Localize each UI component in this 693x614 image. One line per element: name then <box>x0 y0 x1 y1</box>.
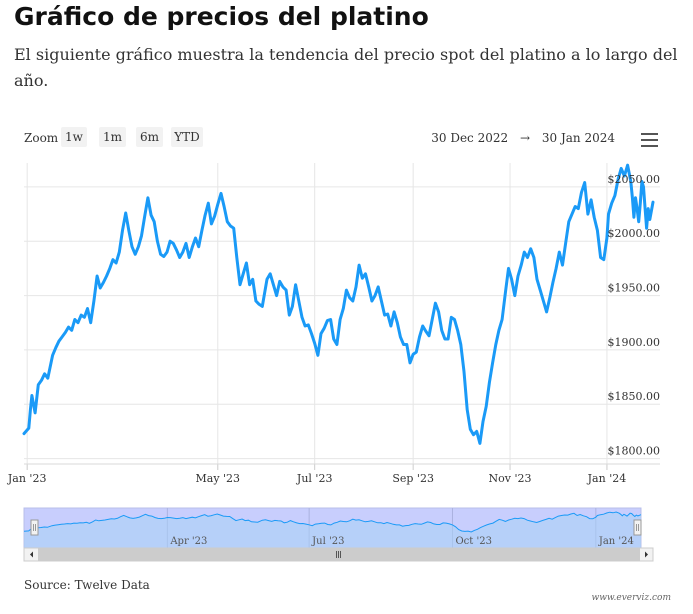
zoom-1m-button[interactable]: 1m <box>99 127 126 147</box>
navigator-selected-range[interactable] <box>23 507 642 549</box>
source-note: Source: Twelve Data <box>24 578 150 592</box>
navigator-scrollbar[interactable] <box>23 547 654 562</box>
navigator-right-handle[interactable] <box>633 519 642 536</box>
navigator-tick-label: Jan '24 <box>598 536 634 547</box>
x-tick-label: Jan '23 <box>7 472 47 485</box>
y-tick-label: $1950.00 <box>608 282 661 295</box>
navigator-tick-label: Jul '23 <box>311 536 344 547</box>
scrollbar-thumb[interactable] <box>38 548 640 561</box>
y-tick-label: $1900.00 <box>608 336 661 349</box>
navigator-tick-label: Oct '23 <box>455 536 491 547</box>
y-axis-labels: $1800.00 $1850.00 $1900.00 $1950.00 $2000.00… <box>608 173 661 458</box>
y-tick-label: $1850.00 <box>608 390 661 403</box>
navigator-axis-labels: Apr '23 Jul '23 Oct '23 Jan '24 <box>169 536 634 547</box>
navigator-left-handle[interactable] <box>30 519 39 536</box>
x-tick-label: May '23 <box>196 472 241 485</box>
date-range: 30 Dec 2022 → 30 Jan 2024 <box>427 131 619 145</box>
navigator-tick-label: Apr '23 <box>169 536 207 547</box>
navigator-series-line <box>23 511 642 533</box>
scrollbar-track[interactable] <box>23 547 654 562</box>
x-tick-label: Sep '23 <box>392 472 434 485</box>
navigator[interactable]: Apr '23 Jul '23 Oct '23 Jan '24 <box>23 507 642 549</box>
page-subtitle: El siguiente gráfico muestra la tendenci… <box>14 45 678 90</box>
navigator-grid-lines <box>166 508 597 548</box>
x-axis-labels: Jan '23 May '23 Jul '23 Sep '23 Nov '23 Jan '… <box>7 472 626 485</box>
zoom-ytd-button[interactable]: YTD <box>171 127 203 147</box>
grid-lines-x <box>26 163 608 470</box>
hamburger-menu-icon[interactable] <box>641 133 658 147</box>
y-tick-label: $2050.00 <box>608 173 661 186</box>
navigator-series-area <box>24 512 641 548</box>
x-tick-label: Jan '24 <box>587 472 627 485</box>
credit-link[interactable]: www.everviz.com <box>591 593 671 603</box>
zoom-1w-button[interactable]: 1w <box>61 127 87 147</box>
y-tick-label: $2000.00 <box>608 227 661 240</box>
zoom-label: Zoom <box>24 131 59 145</box>
date-arrow: → <box>519 131 531 145</box>
x-tick-label: Jul '23 <box>296 472 333 485</box>
date-to[interactable]: 30 Jan 2024 <box>541 131 615 145</box>
grid-lines-y <box>24 186 660 460</box>
date-from[interactable]: 30 Dec 2022 <box>431 131 509 145</box>
scroll-left-arrow-icon[interactable] <box>30 551 33 558</box>
page-title: Gráfico de precios del platino <box>14 2 429 31</box>
scroll-right-arrow-icon[interactable] <box>645 551 648 558</box>
zoom-6m-button[interactable]: 6m <box>136 127 163 147</box>
price-series-line <box>22 163 655 445</box>
y-tick-label: $1800.00 <box>608 445 661 458</box>
x-tick-label: Nov '23 <box>489 472 532 485</box>
